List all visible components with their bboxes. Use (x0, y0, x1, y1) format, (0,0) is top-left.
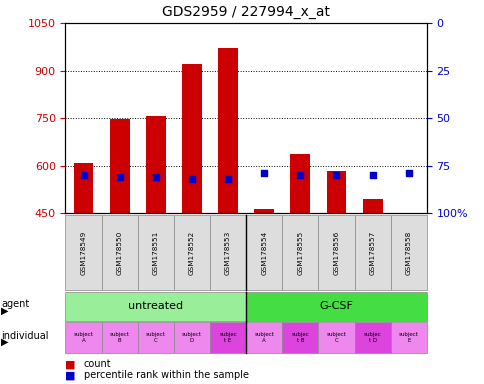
Point (404, 170, 412, 176)
Point (224, 176, 231, 182)
Text: GSM178557: GSM178557 (369, 230, 375, 275)
Point (188, 176, 196, 182)
Text: ■: ■ (65, 359, 76, 369)
Text: percentile rank within the sample: percentile rank within the sample (84, 370, 248, 380)
Text: GSM178558: GSM178558 (405, 230, 411, 275)
Point (79, 172, 87, 178)
Text: subjec
t D: subjec t D (363, 332, 381, 343)
Point (116, 174, 123, 180)
Text: GSM178551: GSM178551 (152, 230, 158, 275)
Bar (146, 116, 166, 213)
Bar (290, 154, 310, 213)
Text: subject
C: subject C (146, 332, 166, 343)
Point (260, 170, 268, 176)
Text: count: count (84, 359, 111, 369)
Text: subject
B: subject B (109, 332, 129, 343)
Text: subject
A: subject A (254, 332, 273, 343)
Text: subject
C: subject C (326, 332, 346, 343)
Text: subject
A: subject A (74, 332, 93, 343)
Text: GSM178552: GSM178552 (189, 230, 195, 275)
Point (296, 172, 303, 178)
Point (368, 172, 376, 178)
Point (151, 174, 159, 180)
Text: GSM178554: GSM178554 (261, 230, 267, 275)
Text: ▶: ▶ (1, 337, 8, 347)
Text: GSM178553: GSM178553 (225, 230, 230, 275)
Text: GSM178550: GSM178550 (117, 230, 122, 275)
Bar (74, 163, 93, 213)
Text: subjec
t E: subjec t E (219, 332, 237, 343)
Text: subject
D: subject D (182, 332, 201, 343)
Text: subject
E: subject E (398, 332, 418, 343)
Text: subjec
t B: subjec t B (291, 332, 309, 343)
Text: GSM178549: GSM178549 (80, 230, 86, 275)
Point (332, 172, 340, 178)
Bar (254, 209, 273, 213)
Text: GSM178555: GSM178555 (297, 230, 302, 275)
Bar (109, 119, 129, 213)
Text: untreated: untreated (128, 301, 183, 311)
Text: GSM178556: GSM178556 (333, 230, 339, 275)
Bar (362, 200, 382, 213)
Text: ■: ■ (65, 370, 76, 380)
Text: ▶: ▶ (1, 306, 8, 316)
Text: individual: individual (1, 331, 48, 341)
Text: G-CSF: G-CSF (319, 301, 353, 311)
Text: agent: agent (1, 299, 29, 310)
Bar (218, 48, 238, 213)
Title: GDS2959 / 227994_x_at: GDS2959 / 227994_x_at (162, 5, 330, 19)
Bar (326, 171, 346, 213)
Bar (182, 64, 201, 213)
